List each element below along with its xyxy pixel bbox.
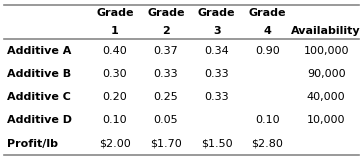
Text: Grade: Grade (96, 8, 134, 18)
Text: 90,000: 90,000 (307, 69, 346, 79)
Text: 2: 2 (162, 26, 170, 36)
Text: 0.33: 0.33 (204, 92, 229, 102)
Text: 0.05: 0.05 (154, 115, 178, 125)
Text: 0.34: 0.34 (204, 46, 229, 56)
Text: 4: 4 (264, 26, 272, 36)
Text: 0.33: 0.33 (154, 69, 178, 79)
Text: 40,000: 40,000 (307, 92, 346, 102)
Text: 0.90: 0.90 (255, 46, 280, 56)
Text: Additive B: Additive B (7, 69, 71, 79)
Text: Profit/lb: Profit/lb (7, 139, 57, 149)
Text: $2.00: $2.00 (99, 139, 131, 149)
Text: 0.40: 0.40 (103, 46, 127, 56)
Text: $2.80: $2.80 (252, 139, 284, 149)
Text: 0.33: 0.33 (204, 69, 229, 79)
Text: Availability: Availability (291, 26, 361, 36)
Text: $1.70: $1.70 (150, 139, 182, 149)
Text: Additive C: Additive C (7, 92, 70, 102)
Text: 3: 3 (213, 26, 220, 36)
Text: $1.50: $1.50 (201, 139, 232, 149)
Text: 0.10: 0.10 (255, 115, 280, 125)
Text: Grade: Grade (198, 8, 236, 18)
Text: 1: 1 (111, 26, 119, 36)
Text: 0.20: 0.20 (103, 92, 127, 102)
Text: 0.10: 0.10 (103, 115, 127, 125)
Text: Additive A: Additive A (7, 46, 71, 56)
Text: 0.37: 0.37 (154, 46, 178, 56)
Text: 0.30: 0.30 (103, 69, 127, 79)
Text: Grade: Grade (249, 8, 286, 18)
Text: 100,000: 100,000 (303, 46, 349, 56)
Text: 10,000: 10,000 (307, 115, 345, 125)
Text: Additive D: Additive D (7, 115, 72, 125)
Text: 0.25: 0.25 (154, 92, 178, 102)
Text: Grade: Grade (147, 8, 185, 18)
